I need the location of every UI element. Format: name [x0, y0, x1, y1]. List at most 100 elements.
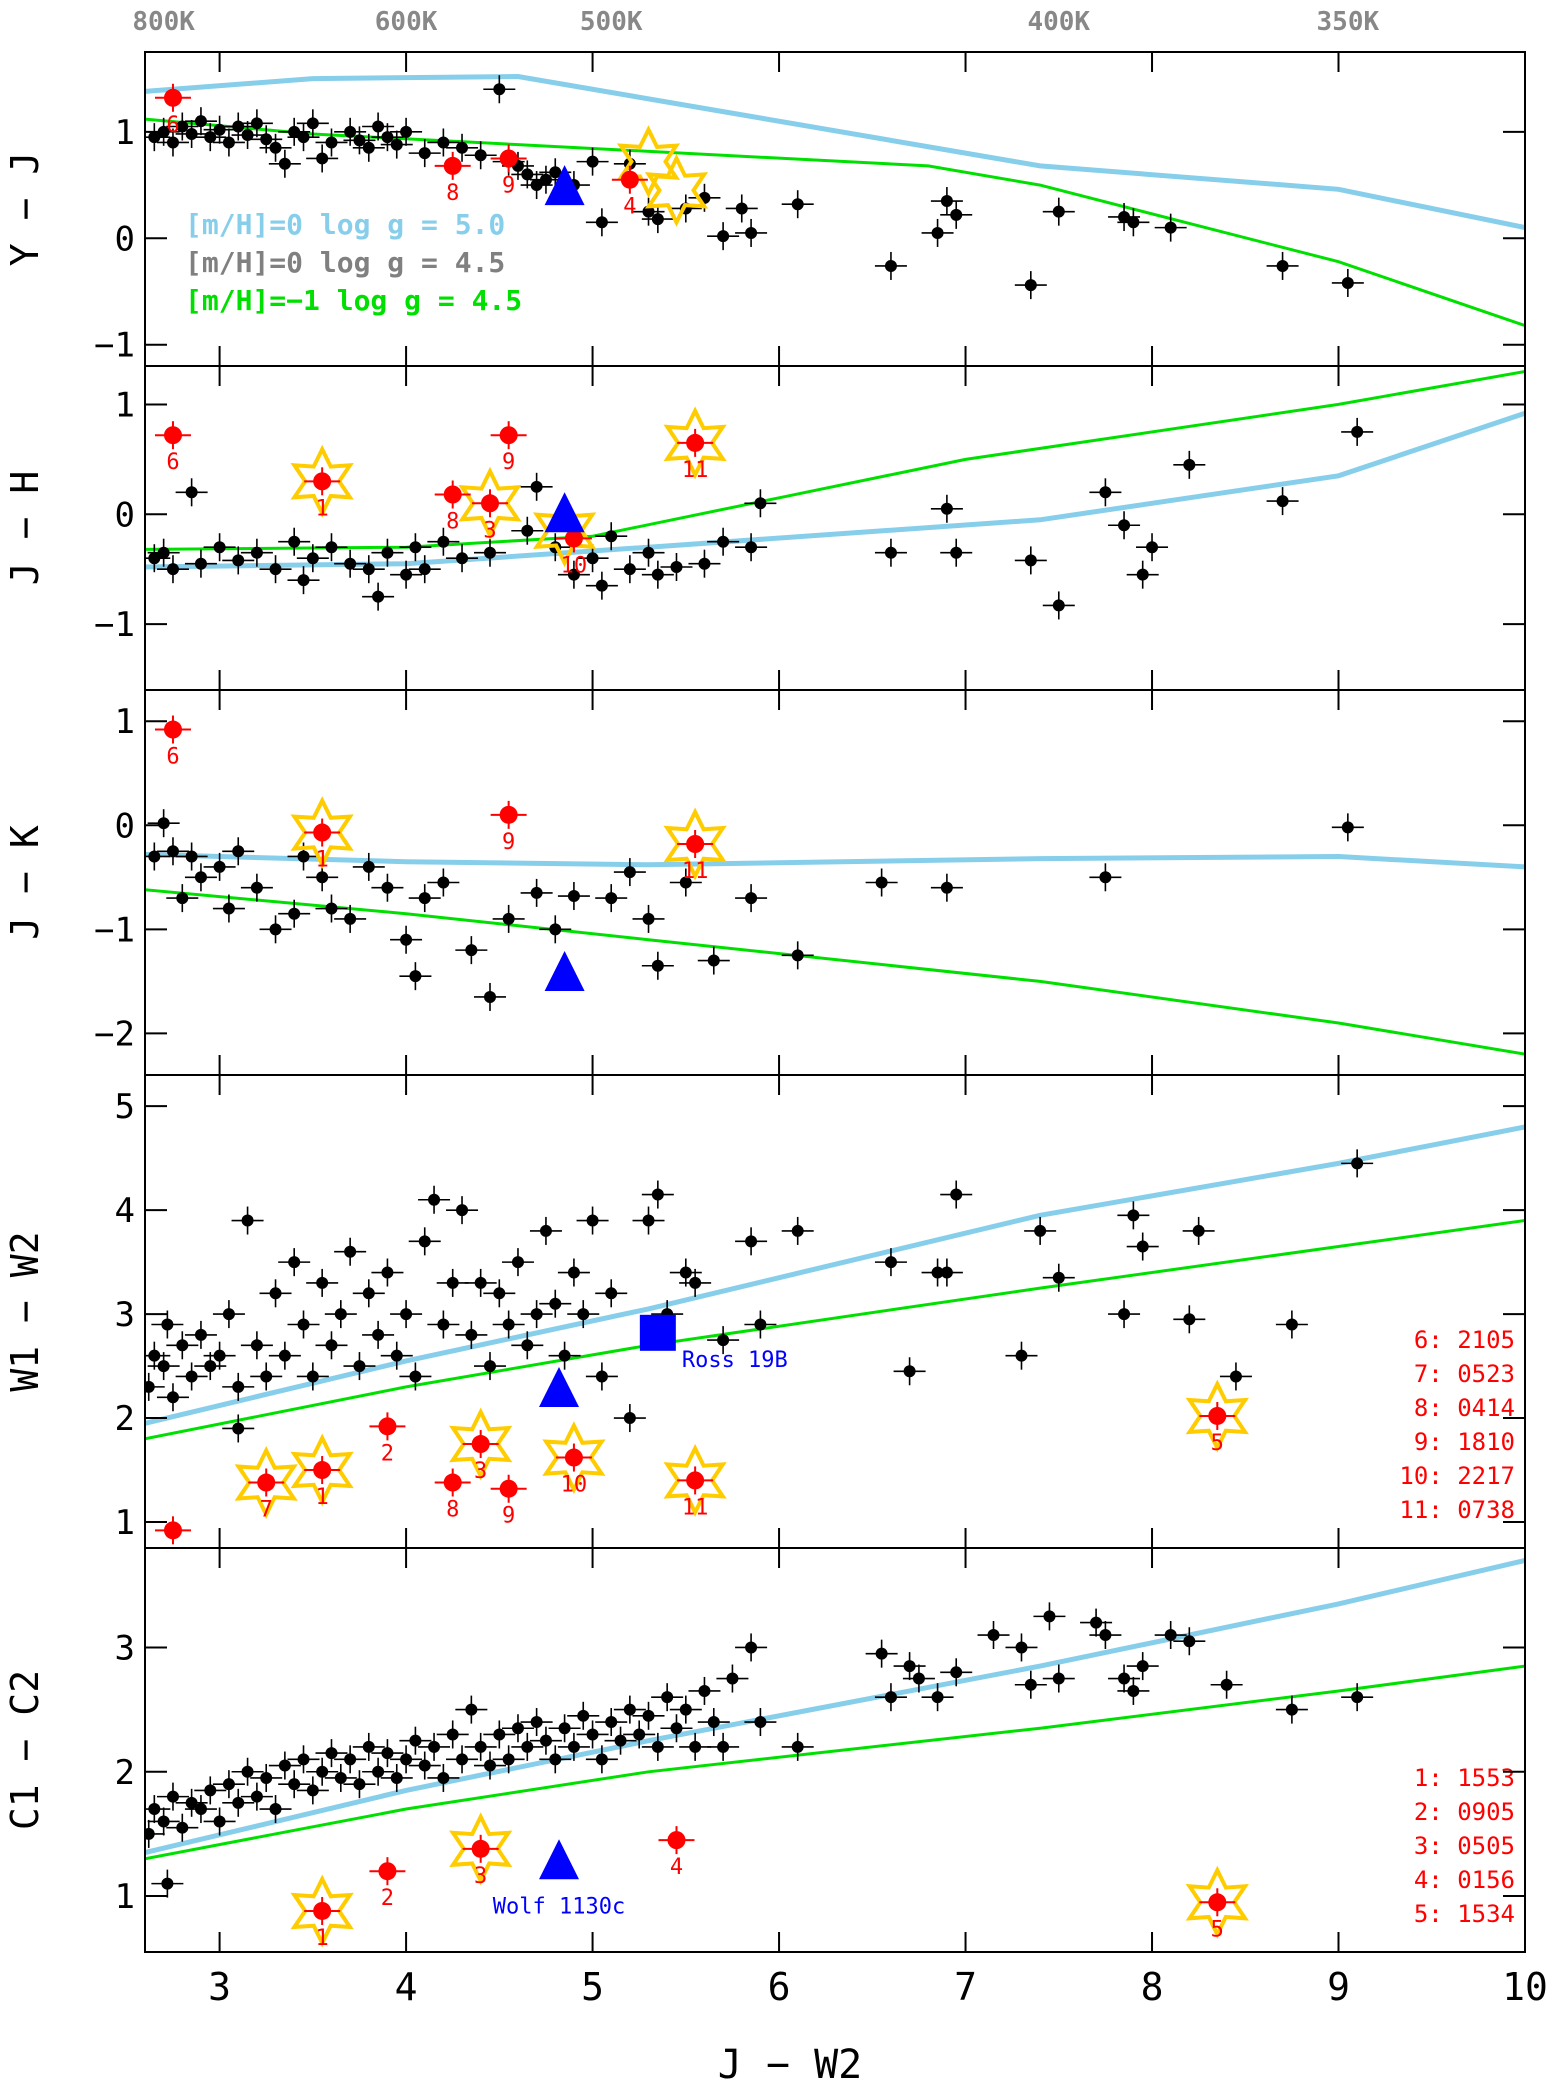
field-point	[1183, 1635, 1196, 1648]
field-point	[145, 1827, 155, 1840]
highlight-label: 5	[1211, 1431, 1224, 1456]
field-point	[148, 850, 161, 863]
field-point	[1285, 1318, 1298, 1331]
field-point	[595, 579, 608, 592]
highlight-point	[499, 426, 518, 445]
field-point	[260, 1771, 273, 1784]
field-point	[1136, 1660, 1149, 1673]
temperature-label: 500K	[580, 7, 643, 37]
panel-plot-area: 6 7 1 2 38 9 10 11 5 Ross 19B	[145, 1124, 1525, 1548]
field-point	[521, 1740, 534, 1753]
highlight-label: 1	[316, 496, 329, 521]
field-point	[875, 1647, 888, 1660]
highlight-label: 8	[446, 1498, 459, 1523]
field-point	[306, 1370, 319, 1383]
field-point	[549, 1297, 562, 1310]
field-point	[1052, 1672, 1065, 1685]
highlight-label: 2	[381, 1441, 394, 1466]
y-tick-label: 3	[115, 1295, 135, 1335]
field-point	[502, 912, 515, 925]
field-point	[549, 1753, 562, 1766]
field-point	[539, 1734, 552, 1747]
field-point	[1276, 495, 1289, 508]
field-point	[987, 1629, 1000, 1642]
field-point	[567, 1266, 580, 1279]
field-point	[484, 1360, 496, 1373]
field-point	[1024, 279, 1037, 292]
field-point	[1118, 1672, 1131, 1685]
field-point	[940, 881, 953, 894]
y-tick-label: 1	[115, 113, 135, 153]
key-entry: 1: 1553	[1414, 1764, 1515, 1792]
field-point	[1351, 1691, 1364, 1704]
field-point	[213, 1815, 226, 1828]
field-point	[940, 1266, 953, 1279]
field-point	[884, 259, 897, 272]
legend-entry: [m/H]=−1 log g = 4.5	[185, 284, 522, 317]
temperature-label: 350K	[1317, 7, 1380, 37]
x-tick-label: 8	[1141, 1965, 1164, 2009]
field-point	[642, 912, 655, 925]
field-point	[1183, 1313, 1196, 1326]
field-point	[642, 1709, 655, 1722]
field-point	[222, 1778, 235, 1791]
field-point	[465, 1328, 478, 1341]
field-point	[297, 1753, 310, 1766]
field-point	[605, 892, 618, 905]
highlight-point	[471, 1839, 490, 1858]
field-point	[157, 1815, 170, 1828]
field-point	[1127, 1209, 1140, 1222]
field-point	[1034, 1224, 1047, 1237]
field-point	[316, 1765, 329, 1778]
field-point	[148, 1349, 161, 1362]
field-point	[372, 590, 385, 603]
field-point	[474, 149, 487, 162]
field-point	[679, 1703, 692, 1716]
highlight-label: 9	[502, 1504, 515, 1529]
field-point	[344, 912, 357, 925]
field-point	[1183, 458, 1196, 471]
field-point	[791, 1224, 804, 1237]
field-point	[222, 1308, 235, 1321]
field-point	[875, 876, 888, 889]
highlight-point	[686, 1471, 705, 1490]
highlight-label: 7	[260, 1498, 273, 1523]
field-point	[372, 1765, 385, 1778]
field-point	[316, 152, 329, 165]
field-point	[400, 568, 413, 581]
field-point	[362, 141, 375, 154]
field-point	[903, 1365, 916, 1378]
field-point	[325, 136, 338, 149]
field-point	[456, 1753, 469, 1766]
field-point	[362, 563, 375, 576]
field-point	[651, 568, 664, 581]
field-point	[222, 902, 235, 915]
highlight-label: 6	[166, 745, 179, 770]
field-point	[754, 1716, 767, 1729]
field-point	[1164, 1629, 1177, 1642]
panel-plot-area: 1 2 3 4 5 Wolf 1130c	[145, 1557, 1525, 1951]
field-point	[269, 1803, 282, 1816]
key-entry: 10: 2217	[1399, 1462, 1515, 1490]
highlight-point	[564, 529, 583, 548]
field-point	[418, 147, 431, 160]
highlight-point	[564, 1448, 583, 1467]
field-point	[1099, 871, 1112, 884]
highlight-point	[499, 1479, 518, 1498]
field-point	[148, 1803, 161, 1816]
temperature-axis: 800K 600K 500K 400K 350K	[132, 7, 1379, 37]
field-point	[754, 1318, 767, 1331]
highlight-star	[290, 796, 354, 870]
field-point	[185, 1796, 198, 1809]
field-point	[595, 216, 608, 229]
highlight-star	[290, 1433, 354, 1507]
field-point	[316, 1276, 329, 1289]
field-point	[1052, 205, 1065, 218]
field-point	[1220, 1678, 1233, 1691]
x-axis-label: J − W2	[718, 2042, 863, 2086]
legend-entry: [m/H]=0 log g = 5.0	[185, 208, 505, 241]
highlight-point	[163, 1521, 182, 1540]
field-point	[633, 1728, 646, 1741]
field-point	[446, 1728, 459, 1741]
field-point	[204, 1784, 217, 1797]
